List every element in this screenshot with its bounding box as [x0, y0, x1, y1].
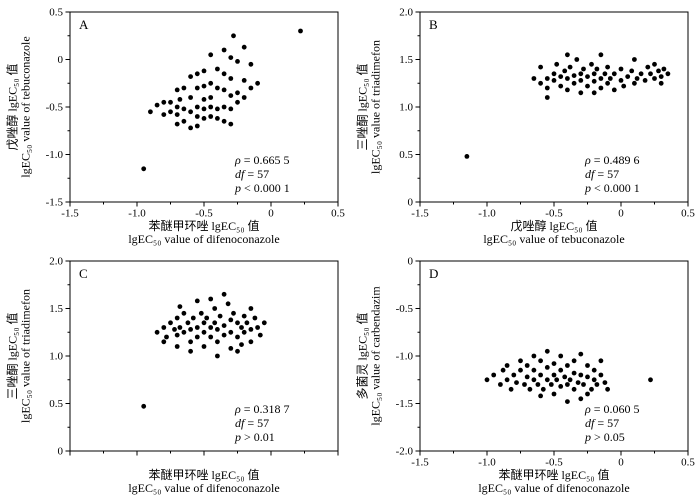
svg-text:-1.0: -1.0	[478, 457, 496, 469]
scatter-plot-a: -1.5 -1.0 -0.5 0 0.5 -1.5 -1.0 -0.5 0 0.5 Aρ = 0.6…	[46, 7, 346, 220]
x-axis-label: 苯醚甲环唑 lgEC₅₀ 值 lgEC₅₀ value of difenocon…	[71, 220, 337, 246]
x-axis-label: 苯醚甲环唑 lgEC₅₀ 值 lgEC₅₀ value of difenocon…	[71, 469, 337, 495]
svg-text:0: 0	[58, 446, 64, 458]
svg-text:-2.0: -2.0	[396, 446, 414, 458]
svg-text:ρ = 0.665 5: ρ = 0.665 5	[234, 153, 290, 167]
svg-text:C: C	[79, 266, 88, 281]
svg-text:0.5: 0.5	[399, 149, 413, 161]
svg-text:df = 57: df = 57	[235, 167, 269, 181]
svg-text:B: B	[429, 17, 438, 32]
svg-text:A: A	[79, 17, 89, 32]
svg-text:-1.0: -1.0	[46, 149, 64, 161]
svg-text:-0.5: -0.5	[545, 208, 563, 220]
svg-text:-1.5: -1.5	[411, 208, 429, 220]
svg-text:-1.5: -1.5	[61, 208, 79, 220]
svg-text:0.5: 0.5	[49, 7, 63, 19]
svg-text:0: 0	[268, 208, 274, 220]
x-axis-label-cn: 苯醚甲环唑 lgEC₅₀ 值	[148, 219, 260, 233]
svg-text:df = 57: df = 57	[585, 416, 619, 430]
scatter-plot-c: 0 0.5 1.0 1.5 2.0 Cρ = 0.318 7df = 57p > 0.01	[49, 256, 339, 458]
svg-text:2.0: 2.0	[399, 7, 413, 19]
svg-text:0: 0	[408, 256, 414, 268]
x-axis-label-cn: 戊唑醇 lgEC₅₀ 值	[510, 219, 598, 233]
svg-text:-1.0: -1.0	[396, 351, 414, 363]
svg-text:0.5: 0.5	[681, 457, 695, 469]
svg-text:-1.0: -1.0	[478, 208, 496, 220]
svg-text:0.5: 0.5	[331, 208, 345, 220]
svg-text:p < 0.000 1: p < 0.000 1	[584, 181, 640, 195]
panel-a: 戊唑醇 lgEC₅₀ 值 lgEC₅₀ value of tebuconazol…	[0, 0, 350, 248]
panel-c: 三唑酮 lgEC₅₀ 值 lgEC₅₀ value of triadimefon…	[0, 249, 350, 497]
svg-text:1.5: 1.5	[399, 54, 413, 66]
x-axis-label-en: lgEC₅₀ value of difenoconazole	[128, 481, 280, 495]
svg-text:-1.5: -1.5	[396, 398, 414, 410]
svg-text:-0.5: -0.5	[195, 208, 213, 220]
svg-text:df = 57: df = 57	[585, 167, 619, 181]
svg-text:df = 57: df = 57	[235, 416, 269, 430]
svg-text:0.5: 0.5	[49, 398, 63, 410]
svg-text:-0.5: -0.5	[545, 457, 563, 469]
svg-text:-1.5: -1.5	[411, 457, 429, 469]
svg-text:p > 0.05: p > 0.05	[584, 430, 625, 444]
svg-text:ρ = 0.060 5: ρ = 0.060 5	[584, 402, 640, 416]
x-axis-label-en: lgEC₅₀ value of difenoconazole	[478, 481, 630, 495]
svg-text:1.0: 1.0	[49, 351, 63, 363]
svg-text:ρ = 0.318 7: ρ = 0.318 7	[234, 402, 290, 416]
svg-text:0: 0	[618, 457, 624, 469]
svg-text:-1.0: -1.0	[128, 208, 146, 220]
x-axis-label-en: lgEC₅₀ value of tebuconazole	[483, 232, 625, 246]
panel-b: 三唑酮 lgEC₅₀ 值 lgEC₅₀ value of triadimefon…	[350, 0, 700, 248]
x-axis-label: 苯醚甲环唑 lgEC₅₀ 值 lgEC₅₀ value of difenocon…	[421, 469, 687, 495]
svg-text:0.5: 0.5	[681, 208, 695, 220]
x-axis-label-en: lgEC₅₀ value of difenoconazole	[128, 232, 280, 246]
svg-text:p < 0.000 1: p < 0.000 1	[234, 181, 290, 195]
svg-text:0: 0	[58, 54, 64, 66]
scatter-plot-b: -1.5 -1.0 -0.5 0 0.5 0 0.5 1.0 1.5 2.0 Bρ = 0.489 …	[399, 7, 695, 220]
svg-text:ρ = 0.489 6: ρ = 0.489 6	[584, 153, 640, 167]
svg-text:-1.5: -1.5	[46, 197, 64, 209]
svg-text:-0.5: -0.5	[396, 303, 414, 315]
svg-text:0: 0	[618, 208, 624, 220]
svg-text:p > 0.01: p > 0.01	[234, 430, 275, 444]
panel-d: 多菌灵 lgEC₅₀ 值 lgEC₅₀ value of carbendazim…	[350, 249, 700, 497]
x-axis-label-cn: 苯醚甲环唑 lgEC₅₀ 值	[498, 468, 610, 482]
x-axis-label: 戊唑醇 lgEC₅₀ 值 lgEC₅₀ value of tebuconazol…	[421, 220, 687, 246]
svg-text:D: D	[429, 266, 438, 281]
svg-text:2.0: 2.0	[49, 256, 63, 268]
x-axis-label-cn: 苯醚甲环唑 lgEC₅₀ 值	[148, 468, 260, 482]
svg-text:1.0: 1.0	[399, 102, 413, 114]
svg-text:-0.5: -0.5	[46, 102, 64, 114]
svg-text:1.5: 1.5	[49, 303, 63, 315]
svg-text:0: 0	[408, 197, 414, 209]
